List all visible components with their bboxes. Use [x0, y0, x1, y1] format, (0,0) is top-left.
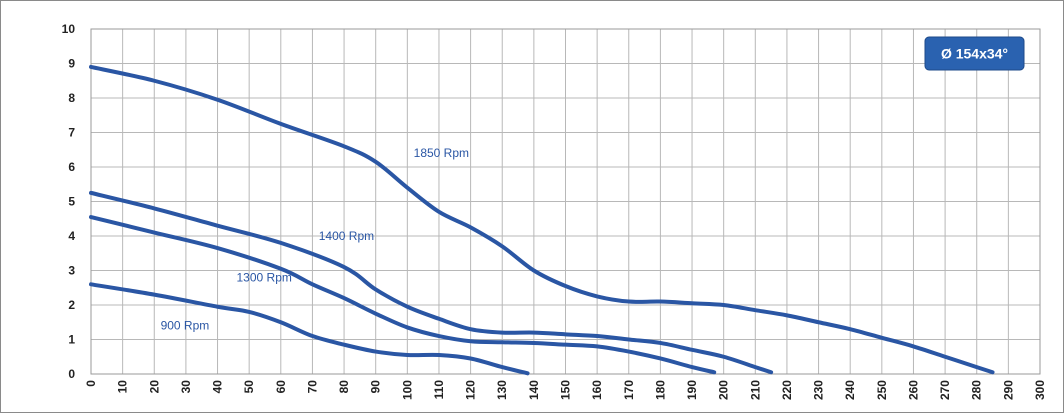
series-line-1400-rpm: [89, 190, 774, 375]
x-tick-label: 150: [559, 380, 573, 400]
x-tick-label: 300: [1033, 380, 1047, 400]
x-tick-label: 10: [116, 380, 130, 394]
y-tick-label: 3: [68, 264, 75, 278]
series-label-1300-rpm: 1300 Rpm: [237, 270, 292, 284]
x-tick-label: 230: [812, 380, 826, 400]
badge: Ø 154x34°: [924, 36, 1025, 71]
x-tick-label: 220: [780, 380, 794, 400]
series-line-1850-rpm: [89, 64, 995, 375]
x-tick-label: 80: [337, 380, 351, 394]
x-tick-label: 170: [622, 380, 636, 400]
x-tick-label: 160: [590, 380, 604, 400]
x-tick-label: 140: [527, 380, 541, 400]
x-tick-label: 110: [432, 380, 446, 400]
x-tick-label: 40: [211, 380, 225, 394]
y-tick-label: 7: [68, 126, 75, 140]
x-tick-label: 280: [970, 380, 984, 400]
y-tick-label: 9: [68, 57, 75, 71]
badge-label: Ø 154x34°: [941, 46, 1008, 62]
grid: [90, 28, 1041, 375]
x-tick-label: 260: [906, 380, 920, 400]
y-tick-label: 10: [62, 22, 76, 36]
series-label-900-rpm: 900 Rpm: [161, 319, 210, 333]
y-tick-label: 2: [68, 298, 75, 312]
x-tick-label: 130: [495, 380, 509, 400]
y-tick-label: 6: [68, 160, 75, 174]
badge-box: [924, 36, 1025, 71]
y-tick-label: 0: [68, 367, 75, 381]
x-tick-label: 240: [843, 380, 857, 400]
x-tick-label: 180: [653, 380, 667, 400]
x-tick-label: 120: [464, 380, 478, 400]
plot-area: [90, 28, 1041, 375]
series-line-1300-rpm: [89, 215, 717, 375]
x-tick-label: 100: [400, 380, 414, 400]
x-tick-label: 50: [242, 380, 256, 394]
x-tick-label: 270: [938, 380, 952, 400]
y-tick-label: 4: [68, 229, 75, 243]
x-tick-label: 60: [274, 380, 288, 394]
x-tick-label: 250: [875, 380, 889, 400]
x-tick-label: 200: [717, 380, 731, 400]
x-tick-label: 90: [369, 380, 383, 394]
x-tick-label: 190: [685, 380, 699, 400]
x-tick-label: 0: [84, 380, 98, 387]
series: [89, 64, 995, 376]
y-tick-label: 1: [68, 333, 75, 347]
x-tick-label: 210: [748, 380, 762, 400]
series-label-1850-rpm: 1850 Rpm: [414, 146, 469, 160]
x-tick-label: 290: [1001, 380, 1015, 400]
y-tick-label: 5: [68, 195, 75, 209]
series-labels: 1850 Rpm 1400 Rpm 1300 Rpm 900 Rpm: [161, 146, 469, 333]
x-tick-label: 30: [179, 380, 193, 394]
series-line-900-rpm: [89, 282, 530, 376]
y-tick-label: 8: [68, 91, 75, 105]
series-label-1400-rpm: 1400 Rpm: [319, 229, 374, 243]
x-tick-label: 20: [147, 380, 161, 394]
x-tick-label: 70: [305, 380, 319, 394]
